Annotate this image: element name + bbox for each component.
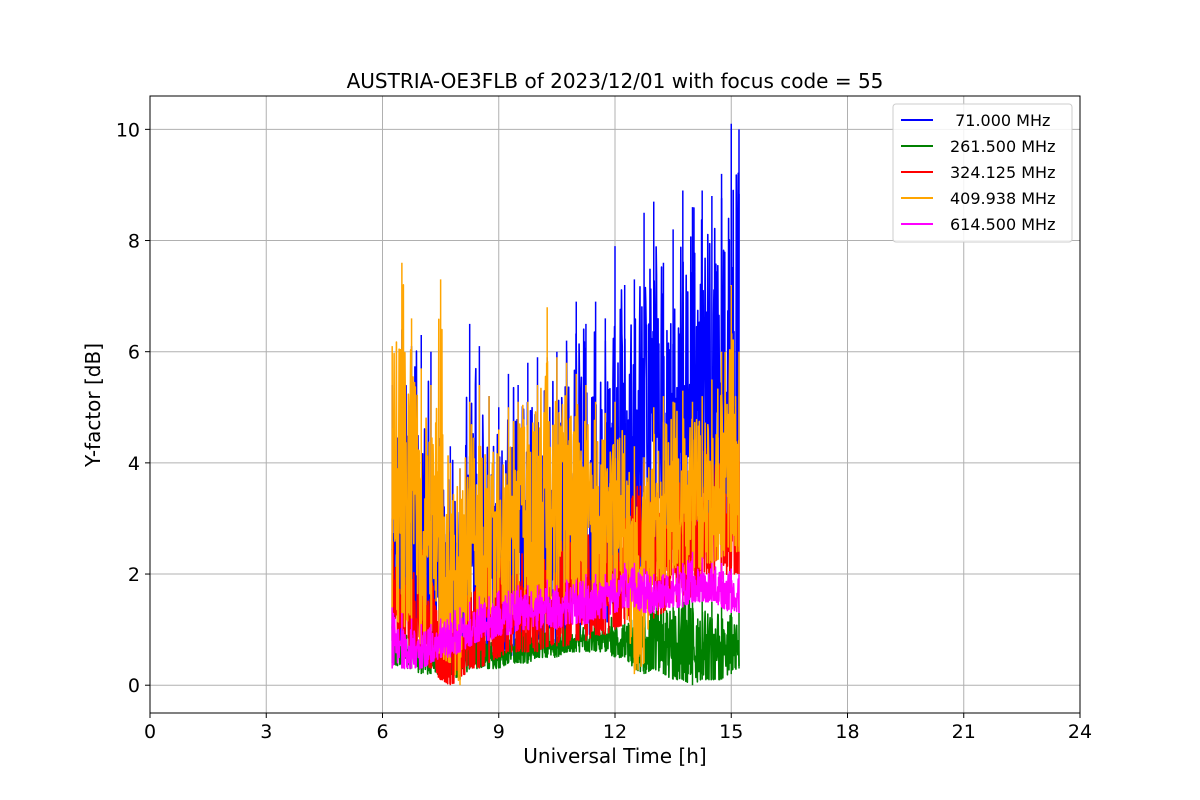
legend: 71.000 MHz 261.500 MHz 324.125 MHz 409.938 … [892,103,1073,243]
chart-title: AUSTRIA-OE3FLB of 2023/12/01 with focus … [347,69,884,93]
x-tick-label: 0 [144,721,156,743]
x-ticks: 0 3 6 9 12 15 18 21 24 [144,713,1092,743]
series-3 [391,262,740,686]
x-tick-label: 24 [1068,721,1092,743]
x-tick-label: 9 [493,721,505,743]
x-tick-label: 3 [260,721,272,743]
legend-label: 261.500 MHz [950,137,1055,156]
y-ticks: 0 2 4 6 8 10 [116,119,150,697]
series-layer [391,123,740,686]
series-4 [391,551,740,670]
y-tick-label: 8 [128,231,140,253]
x-tick-label: 6 [376,721,388,743]
y-tick-label: 2 [128,564,140,586]
y-tick-label: 0 [128,675,140,697]
legend-label: 614.500 MHz [950,215,1055,234]
series-3-line [391,284,740,682]
y-axis-label: Y-factor [dB] [81,343,105,468]
y-tick-label: 4 [128,453,140,475]
x-tick-label: 21 [952,721,976,743]
legend-box [892,103,1073,243]
series-4-line [391,559,740,670]
x-tick-label: 15 [719,721,743,743]
legend-label: 71.000 MHz [950,111,1050,130]
x-axis-label: Universal Time [h] [523,744,706,768]
legend-label: 324.125 MHz [950,163,1055,182]
legend-label: 409.938 MHz [950,189,1055,208]
x-tick-label: 12 [603,721,627,743]
y-tick-label: 6 [128,342,140,364]
x-tick-label: 18 [835,721,859,743]
y-tick-label: 10 [116,119,140,141]
